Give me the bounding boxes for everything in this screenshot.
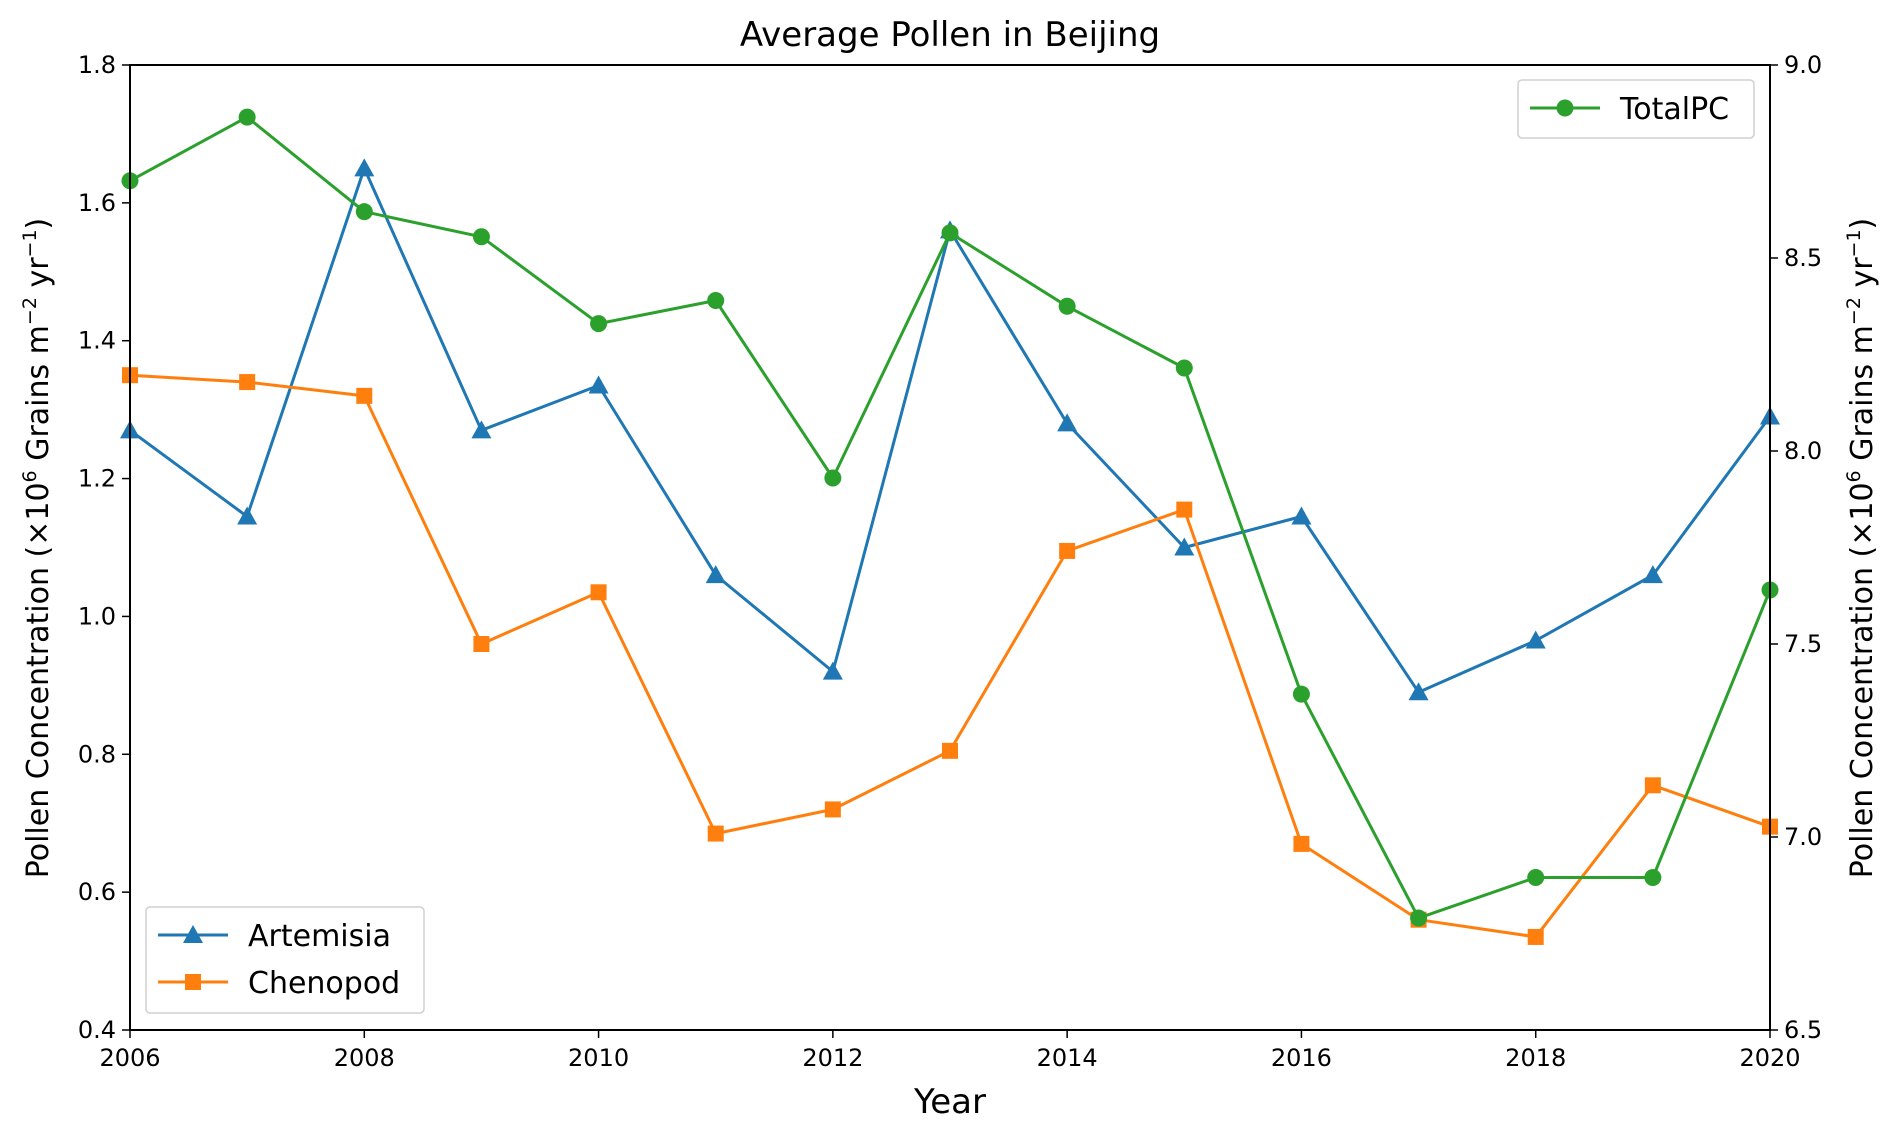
left-y-tick-label: 1.8 [78, 51, 116, 79]
right-y-tick-label: 8.0 [1784, 437, 1822, 465]
left-y-axis-label: Pollen Concentration (×106 Grains m−2 yr… [19, 218, 56, 879]
data-point-artemisia [1057, 413, 1078, 432]
left-y-tick-label: 1.6 [78, 189, 116, 217]
data-point-chenopod [1644, 777, 1661, 794]
legend-right-box [1517, 79, 1755, 139]
data-point-artemisia [471, 420, 492, 439]
legend-label-artemisia: Artemisia [248, 919, 391, 954]
plot-marks [120, 108, 1780, 945]
series-line-artemisia [129, 166, 1772, 694]
right-y-tick-label: 7.0 [1784, 823, 1822, 851]
series-line-chenopod [129, 373, 1771, 939]
data-point-artemisia [354, 158, 375, 177]
data-point-chenopod [239, 374, 256, 391]
right-y-tick-label: 7.5 [1784, 630, 1822, 658]
x-tick-label: 2012 [802, 1044, 863, 1072]
data-point-chenopod [824, 801, 841, 818]
right-y-tick-label: 9.0 [1784, 51, 1822, 79]
data-point-totalpc [824, 469, 842, 487]
left-y-tick-label: 0.6 [78, 878, 116, 906]
legend-label-chenopod: Chenopod [248, 966, 400, 1001]
x-tick-label: 2020 [1739, 1044, 1800, 1072]
data-point-chenopod [1176, 501, 1193, 518]
legend-marker-artemisia [183, 925, 203, 943]
data-point-artemisia [705, 565, 726, 584]
data-point-totalpc [1175, 359, 1193, 377]
plot-frame [129, 64, 1771, 1031]
right-y-axis-label: Pollen Concentration (×106 Grains m−2 yr… [1843, 218, 1880, 879]
data-point-totalpc [1527, 869, 1545, 887]
data-point-artemisia [1408, 682, 1429, 701]
right-y-axis-ticks: 6.5 7.0 7.5 8.0 8.5 9.0 [1770, 51, 1822, 1044]
data-point-chenopod [1527, 928, 1544, 945]
legend-label-totalpc: TotalPC [1619, 92, 1729, 127]
right-y-tick-label: 8.5 [1784, 244, 1822, 272]
data-point-chenopod [473, 636, 490, 652]
legend-entry-chenopod: Chenopod [158, 966, 400, 1001]
data-point-artemisia [588, 375, 609, 394]
legend-marker-chenopod [185, 974, 201, 990]
data-point-totalpc [1058, 297, 1076, 315]
data-point-chenopod [707, 825, 724, 842]
data-point-artemisia [1291, 506, 1312, 525]
data-point-artemisia [237, 506, 258, 525]
x-axis-ticks: 2006 2008 2010 2012 2014 2016 2018 2020 [99, 1030, 1801, 1072]
data-point-chenopod [1293, 835, 1310, 852]
legend-marker-totalpc [1556, 99, 1574, 117]
data-point-totalpc [472, 228, 490, 246]
legend-right: TotalPC [1517, 79, 1755, 139]
data-point-artemisia [1642, 565, 1663, 584]
data-point-totalpc [1410, 909, 1428, 927]
data-point-totalpc [1644, 869, 1662, 887]
data-point-totalpc [590, 315, 608, 333]
left-y-tick-label: 1.4 [78, 327, 116, 355]
data-point-totalpc [1292, 685, 1310, 703]
legend-entry-artemisia: Artemisia [158, 919, 391, 954]
x-tick-label: 2010 [568, 1044, 629, 1072]
x-tick-label: 2014 [1037, 1044, 1098, 1072]
data-point-artemisia [1174, 537, 1195, 556]
left-y-tick-label: 1.0 [78, 602, 116, 630]
left-y-tick-label: 0.8 [78, 740, 116, 768]
left-y-tick-label: 0.4 [78, 1016, 116, 1044]
data-point-chenopod [1059, 542, 1076, 559]
data-point-chenopod [590, 584, 607, 601]
data-point-artemisia [822, 661, 843, 680]
data-point-totalpc [707, 291, 725, 309]
data-point-totalpc [355, 203, 373, 221]
data-point-artemisia [1525, 630, 1546, 649]
x-axis-label: Year [913, 1082, 986, 1122]
chart-title: Average Pollen in Beijing [740, 15, 1160, 55]
x-tick-label: 2016 [1271, 1044, 1332, 1072]
data-point-chenopod [942, 742, 958, 759]
x-tick-label: 2008 [334, 1044, 395, 1072]
data-point-totalpc [238, 108, 256, 126]
data-point-chenopod [356, 387, 373, 404]
x-tick-label: 2018 [1505, 1044, 1566, 1072]
right-y-tick-label: 6.5 [1784, 1016, 1822, 1044]
x-tick-label: 2006 [99, 1044, 160, 1072]
legend-entry-totalpc: TotalPC [1530, 92, 1729, 127]
left-y-axis-ticks: 0.4 0.6 0.8 1.0 1.2 1.4 1.6 1.8 [78, 51, 130, 1044]
legend-left: Artemisia Chenopod [145, 906, 425, 1014]
left-y-tick-label: 1.2 [78, 465, 116, 493]
data-point-totalpc [941, 224, 959, 242]
